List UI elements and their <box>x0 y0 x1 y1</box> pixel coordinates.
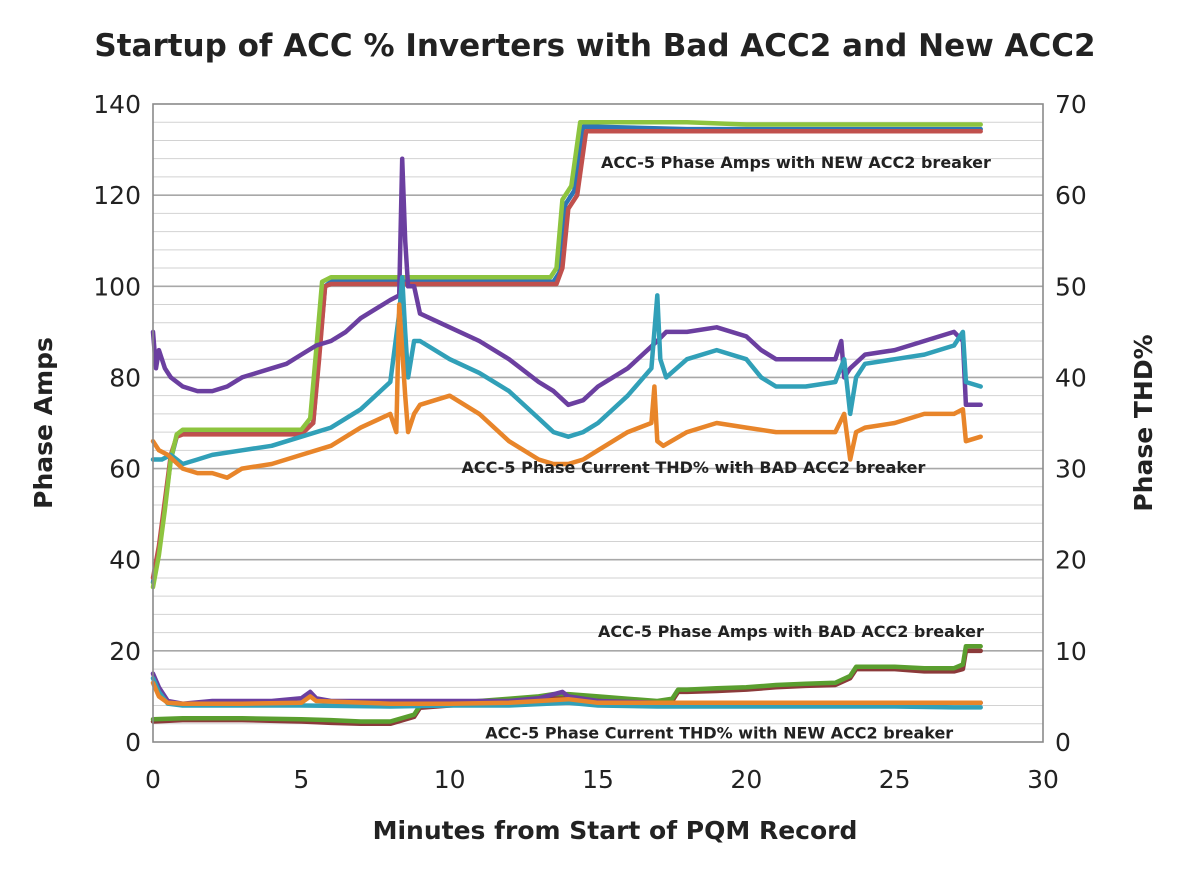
annotation-1: ACC-5 Phase Amps with NEW ACC2 breaker <box>601 153 991 172</box>
series-line-11 <box>150 680 983 706</box>
grid <box>153 121 1043 725</box>
annotation-4: ACC-5 Phase Current THD% with NEW ACC2 b… <box>485 723 953 742</box>
x-axis-title: Minutes from Start of PQM Record <box>373 816 858 845</box>
annotations: ACC-5 Phase Amps with NEW ACC2 breaker AC… <box>462 153 992 743</box>
x-tick-label: 5 <box>293 765 309 794</box>
chart-title: Startup of ACC % Inverters with Bad ACC2… <box>94 28 1095 64</box>
y-tick-label: 40 <box>109 546 141 575</box>
x-tick-label: 0 <box>145 765 161 794</box>
y2-tick-label: 60 <box>1055 181 1087 210</box>
y2-tick-label: 0 <box>1055 728 1071 757</box>
y2-tick-label: 10 <box>1055 637 1087 666</box>
y2-tick-label: 20 <box>1055 546 1087 575</box>
x-tick-label: 30 <box>1027 765 1059 794</box>
y-tick-label: 140 <box>93 90 141 119</box>
y-tick-label: 0 <box>125 728 141 757</box>
series-line-2 <box>150 129 983 581</box>
series-line-4 <box>150 156 983 408</box>
series-line-5 <box>150 274 983 467</box>
x-tick-label: 15 <box>582 765 614 794</box>
y2-tick-label: 50 <box>1055 272 1087 301</box>
y2-tick-label: 40 <box>1055 363 1087 392</box>
y-tick-label: 120 <box>93 181 141 210</box>
y-tick-label: 20 <box>109 637 141 666</box>
series-line-3 <box>150 119 983 590</box>
plot-area <box>152 103 1044 743</box>
y-tick-label: 80 <box>109 363 141 392</box>
series-line-6 <box>150 302 983 480</box>
x-tick-label: 10 <box>434 765 466 794</box>
y-tick-label: 100 <box>93 272 141 301</box>
annotation-3: ACC-5 Phase Amps with BAD ACC2 breaker <box>598 622 984 641</box>
tick-labels: 0 20 40 60 80 100 120 140 0 10 20 30 40 50 60 70 0 5 10 15 2… <box>93 90 1087 794</box>
y-axis-title: Phase Amps <box>29 337 58 509</box>
x-tick-label: 25 <box>879 765 911 794</box>
series-line-8 <box>150 644 983 724</box>
annotation-2: ACC-5 Phase Current THD% with BAD ACC2 b… <box>462 458 926 477</box>
x-tick-label: 20 <box>730 765 762 794</box>
y2-axis-title: Phase THD% <box>1129 334 1158 511</box>
y2-tick-label: 30 <box>1055 455 1087 484</box>
y2-tick-label: 70 <box>1055 90 1087 119</box>
y-tick-label: 60 <box>109 455 141 484</box>
series-group <box>150 119 983 727</box>
